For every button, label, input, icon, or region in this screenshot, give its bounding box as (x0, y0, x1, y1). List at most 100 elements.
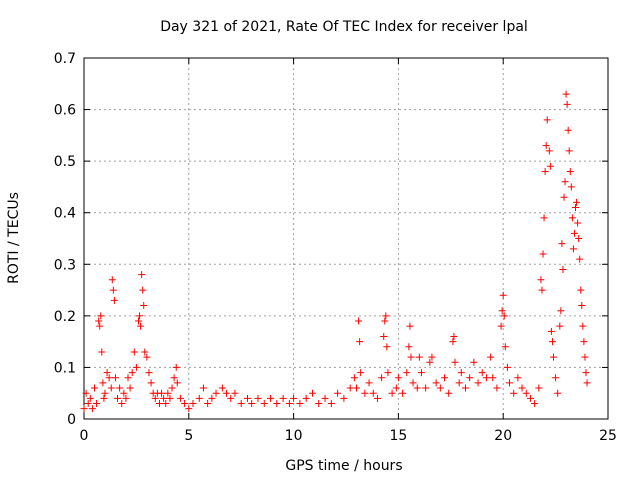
data-point (105, 374, 113, 382)
data-point (166, 394, 174, 402)
data-point (204, 400, 212, 408)
data-point (109, 286, 117, 294)
data-point (552, 374, 560, 382)
y-axis-label: ROTI / TECUs (6, 192, 22, 284)
data-point (243, 394, 251, 402)
plot-area-frame (83, 57, 609, 420)
data-point (103, 369, 111, 377)
data-point (562, 90, 570, 98)
data-point (451, 358, 459, 366)
grid-lines (84, 58, 608, 419)
data-point (267, 394, 275, 402)
data-point (346, 384, 354, 392)
data-point (223, 389, 231, 397)
data-point (407, 353, 415, 361)
data-point (170, 374, 178, 382)
data-point (540, 214, 548, 222)
data-point (296, 400, 304, 408)
data-point (489, 374, 497, 382)
data-point (405, 343, 413, 351)
data-point (570, 229, 578, 237)
x-tick-label: 25 (599, 428, 617, 444)
data-point (195, 394, 203, 402)
y-tick-label: 0.4 (54, 206, 76, 222)
data-point (120, 389, 128, 397)
data-point (176, 394, 184, 402)
data-point (164, 389, 172, 397)
data-point (461, 384, 469, 392)
data-point (357, 369, 365, 377)
data-point (162, 400, 170, 408)
data-point (273, 400, 281, 408)
data-point (409, 379, 417, 387)
data-point (550, 353, 558, 361)
data-point (422, 384, 430, 392)
data-point (185, 405, 193, 413)
data-point (575, 235, 583, 242)
x-tick-label: 0 (80, 428, 89, 444)
data-point (95, 317, 103, 325)
data-point (321, 394, 329, 402)
data-point (151, 394, 159, 402)
data-point (290, 394, 298, 402)
data-point (118, 400, 126, 408)
data-point (449, 338, 457, 346)
data-point (537, 276, 545, 284)
data-point (526, 394, 534, 402)
data-point (189, 400, 197, 408)
data-point (160, 394, 168, 402)
data-point (522, 389, 530, 397)
data-point (355, 317, 363, 325)
data-point (373, 394, 381, 402)
data-point (541, 167, 549, 175)
data-point (172, 363, 180, 371)
y-tick-label: 0 (67, 412, 76, 428)
data-point (501, 343, 509, 351)
data-point (122, 394, 130, 402)
data-point (572, 204, 580, 212)
data-point (415, 353, 423, 361)
data-point (543, 116, 551, 124)
data-point (124, 374, 132, 382)
data-point (518, 384, 526, 392)
data-point (384, 369, 392, 377)
data-point (139, 286, 147, 294)
data-point (356, 338, 364, 346)
data-point (399, 389, 407, 397)
data-point (547, 327, 555, 335)
y-tick-label: 0.7 (54, 51, 76, 67)
data-point (361, 389, 369, 397)
data-point (136, 312, 144, 320)
data-point (218, 384, 226, 392)
data-point (478, 369, 486, 377)
data-point (556, 322, 564, 330)
data-points (80, 90, 591, 413)
data-point (455, 379, 463, 387)
data-point (158, 389, 166, 397)
data-point (350, 374, 358, 382)
data-point (579, 322, 587, 330)
data-point (535, 384, 543, 392)
axis-ticks: 0 5 10 15 20 25 0 0.1 0.2 0.3 0.4 0.5 0.6 0.7 (54, 51, 617, 444)
data-point (100, 394, 108, 402)
data-point (352, 384, 360, 392)
data-point (503, 363, 511, 371)
data-point (90, 384, 98, 392)
data-point (577, 286, 585, 294)
data-point (97, 312, 105, 320)
data-point (168, 384, 176, 392)
data-point (578, 302, 586, 310)
data-point (505, 379, 513, 387)
data-point (548, 338, 556, 346)
data-point (279, 394, 287, 402)
data-point (181, 400, 189, 408)
data-point (334, 389, 342, 397)
data-point (260, 400, 268, 408)
data-point (378, 374, 386, 382)
y-tick-label: 0.1 (54, 360, 76, 376)
data-point (500, 312, 508, 320)
y-tick-label: 0.5 (54, 154, 76, 170)
data-point (212, 389, 220, 397)
data-point (417, 369, 425, 377)
x-tick-label: 20 (494, 428, 512, 444)
